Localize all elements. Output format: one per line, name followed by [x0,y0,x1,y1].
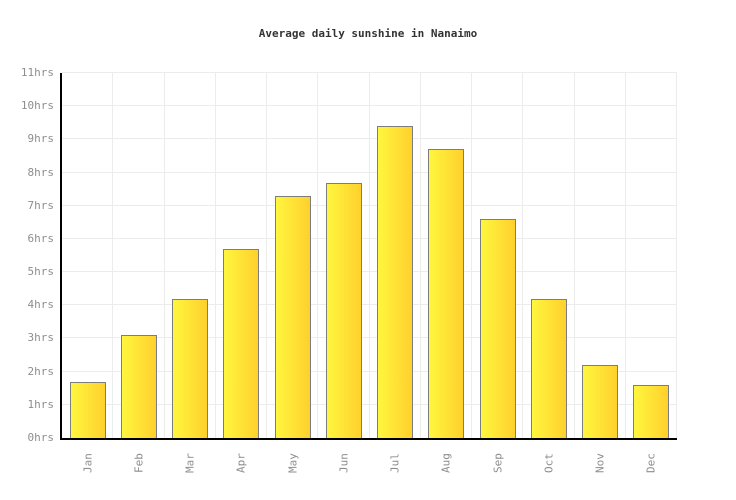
h-gridline [62,171,677,173]
y-tick-label-10: 10hrs [20,99,54,113]
h-gridline [62,72,677,73]
y-tick-label-3: 3hrs [27,331,55,345]
h-gridline [62,271,677,273]
bar-dec [633,384,670,438]
y-tick-label-1: 1hrs [27,397,55,411]
h-gridline [62,105,677,107]
h-gridline [62,304,677,306]
y-tick-label-5: 5hrs [27,265,55,279]
bar-jul [377,126,414,438]
v-gridline [317,73,319,438]
h-gridline [62,403,677,405]
y-tick-label-11: 11hrs [20,66,54,79]
chart-title: Average daily sunshine in Nanaimo [258,27,478,40]
bar-may [274,195,311,438]
bar-nov [582,365,619,438]
y-tick-label-8: 8hrs [27,165,55,179]
bar-sep [479,219,516,438]
y-tick-label-7: 7hrs [27,198,55,212]
plot-area [60,72,677,440]
y-tick-label-6: 6hrs [27,231,55,245]
h-gridline [62,370,677,372]
v-gridline [573,73,575,438]
bar-aug [428,149,465,438]
h-gridline [62,237,677,239]
v-gridline [676,73,677,438]
bar-feb [120,335,157,438]
v-gridline [266,73,267,438]
y-tick-label-9: 9hrs [27,132,55,146]
bar-apr [223,248,260,438]
bar-mar [172,298,209,438]
y-tick-label-4: 4hrs [27,298,55,312]
h-gridline [62,138,677,140]
v-gridline [368,73,370,438]
bar-oct [530,298,567,438]
v-gridline [163,73,165,438]
v-gridline [522,73,524,438]
v-gridline [624,73,626,438]
v-gridline [419,73,421,438]
h-gridline [62,204,677,206]
y-tick-label-0: 0hrs [27,431,55,444]
v-gridline [112,73,114,438]
h-gridline [62,337,677,339]
y-tick-label-2: 2hrs [27,364,55,378]
bar-jun [325,182,362,438]
v-gridline [214,73,216,438]
v-gridline [471,73,472,438]
bar-jan [69,381,106,438]
